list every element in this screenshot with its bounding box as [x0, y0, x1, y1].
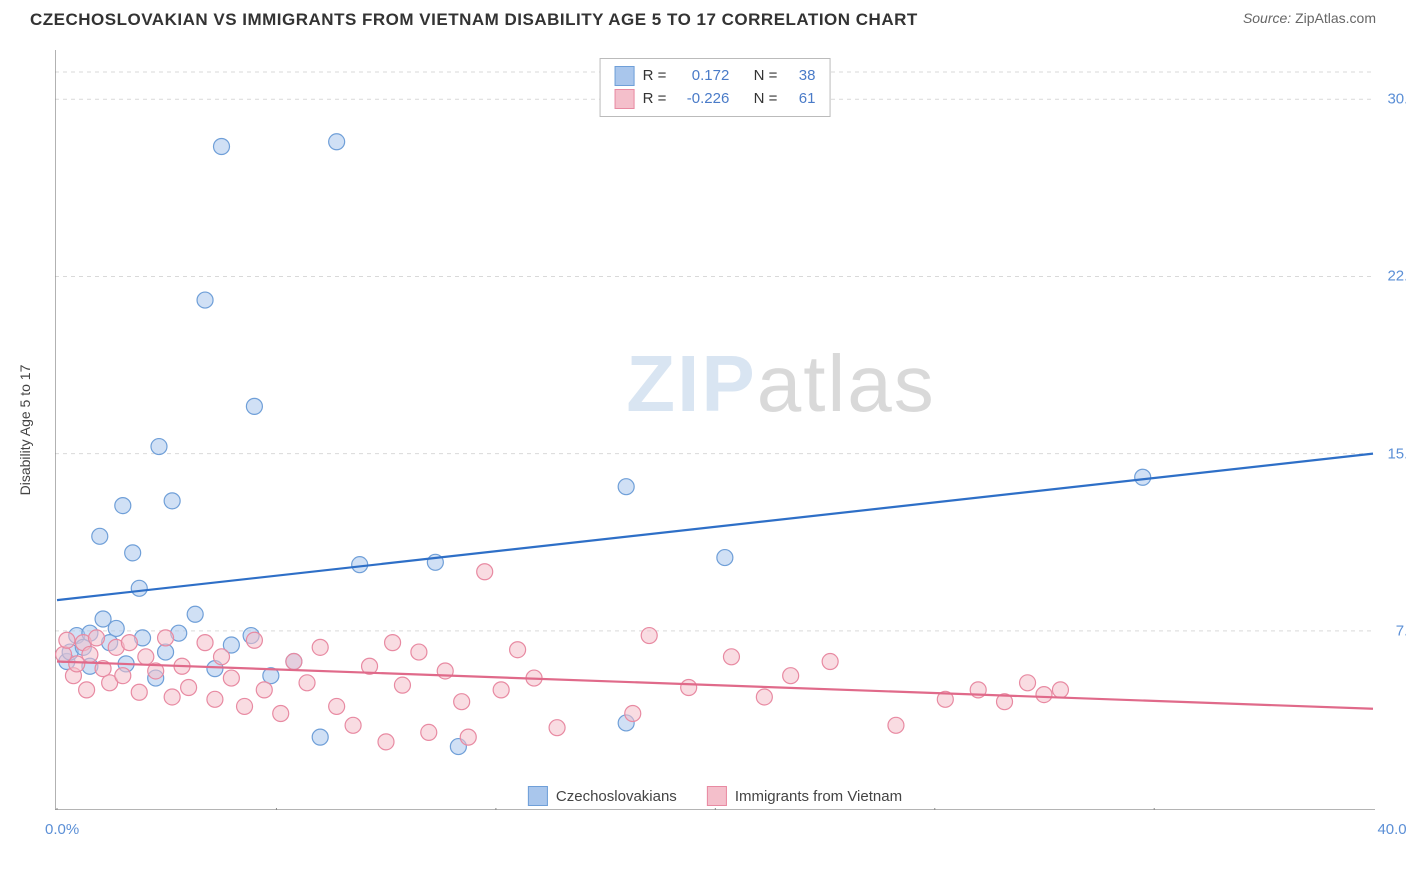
legend-label: Immigrants from Vietnam	[735, 788, 902, 805]
x-axis-tick-max: 40.0%	[1377, 821, 1406, 838]
series-legend: Czechoslovakians Immigrants from Vietnam	[520, 784, 910, 808]
legend-label: Czechoslovakians	[556, 788, 677, 805]
stats-n-label: N =	[754, 88, 778, 111]
stats-row: R = 0.172 N = 38	[615, 65, 816, 88]
y-axis-label: Disability Age 5 to 17	[17, 365, 33, 496]
stats-r-value: -0.226	[674, 88, 729, 111]
source-label: Source:	[1243, 10, 1291, 26]
x-axis-tick-min: 0.0%	[45, 821, 79, 838]
chart-area: Disability Age 5 to 17 ZIPatlas R =0.172…	[55, 50, 1375, 810]
source-attribution: Source: ZipAtlas.com	[1243, 10, 1376, 26]
chart-title: CZECHOSLOVAKIAN VS IMMIGRANTS FROM VIETN…	[30, 10, 918, 30]
legend-swatch	[707, 786, 727, 806]
correlation-stats-box: R = 0.172 N = 38 R = -0.226 N = 61	[600, 58, 831, 117]
y-axis-tick-label: 30.0%	[1387, 91, 1406, 108]
legend-item: Czechoslovakians	[528, 786, 677, 806]
legend-swatch	[615, 89, 635, 109]
y-axis-tick-label: 22.5%	[1387, 268, 1406, 285]
stats-n-label: N =	[754, 65, 778, 88]
stats-r-label: R =	[643, 65, 667, 88]
stats-n-value: 38	[785, 65, 815, 88]
legend-swatch	[528, 786, 548, 806]
chart-header: CZECHOSLOVAKIAN VS IMMIGRANTS FROM VIETN…	[0, 0, 1406, 35]
stats-n-value: 61	[785, 88, 815, 111]
scatter-plot	[55, 50, 1375, 810]
legend-swatch	[615, 66, 635, 86]
stats-r-value: 0.172	[674, 65, 729, 88]
source-value: ZipAtlas.com	[1295, 10, 1376, 26]
y-axis-tick-label: 7.5%	[1396, 622, 1406, 639]
stats-row: R = -0.226 N = 61	[615, 88, 816, 111]
legend-item: Immigrants from Vietnam	[707, 786, 902, 806]
stats-r-label: R =	[643, 88, 667, 111]
y-axis-tick-label: 15.0%	[1387, 445, 1406, 462]
